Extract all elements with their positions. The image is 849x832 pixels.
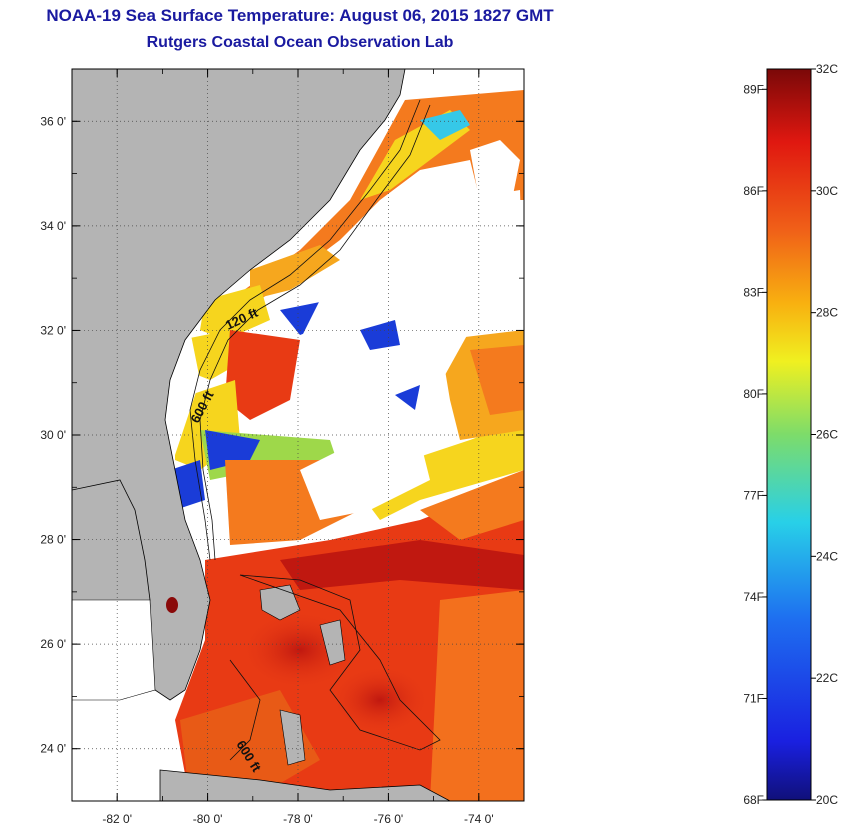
- fahrenheit-tick-label: 80F: [743, 387, 764, 401]
- celsius-tick-label: 24C: [816, 549, 838, 563]
- lat-tick-label: 32 0': [40, 323, 66, 337]
- lat-tick-label: 26 0': [40, 637, 66, 651]
- lon-tick-label: -80 0': [193, 812, 223, 826]
- celsius-tick-label: 30C: [816, 184, 838, 198]
- lat-tick-label: 36 0': [40, 114, 66, 128]
- celsius-tick-label: 28C: [816, 306, 838, 320]
- fahrenheit-tick-label: 83F: [743, 285, 764, 299]
- fahrenheit-tick-label: 86F: [743, 184, 764, 198]
- map-title: NOAA-19 Sea Surface Temperature: August …: [46, 6, 554, 25]
- fahrenheit-tick-label: 68F: [743, 793, 764, 807]
- fahrenheit-tick-label: 71F: [743, 691, 764, 705]
- map-axes: 36 0' 34 0' 32 0' 30 0' 28 0' 26 0' 24 0' -82 0…: [40, 68, 525, 826]
- celsius-tick-label: 20C: [816, 793, 838, 807]
- land: [72, 69, 451, 801]
- lon-tick-label: -74 0': [464, 812, 494, 826]
- celsius-tick-label: 22C: [816, 671, 838, 685]
- colorbar: 32C 30C 28C 26C 24C 22C 20C 89F 86F 83F 80F 77F 74F 7…: [743, 62, 838, 807]
- fahrenheit-tick-label: 89F: [743, 82, 764, 96]
- colorbar-ticks: 32C 30C 28C 26C 24C 22C 20C 89F 86F 83F 80F 77F 74F 7…: [743, 62, 838, 807]
- lon-tick-label: -76 0': [374, 812, 404, 826]
- lat-tick-label: 34 0': [40, 219, 66, 233]
- fahrenheit-tick-label: 77F: [743, 488, 764, 502]
- lon-tick-label: -78 0': [283, 812, 313, 826]
- celsius-tick-label: 32C: [816, 62, 838, 76]
- lat-tick-label: 28 0': [40, 533, 66, 547]
- celsius-tick-label: 26C: [816, 428, 838, 442]
- isobath-contours: [189, 99, 441, 761]
- lat-tick-label: 24 0': [40, 742, 66, 756]
- fahrenheit-tick-label: 74F: [743, 590, 764, 604]
- colorbar-ramp: [766, 68, 812, 801]
- graticule: [72, 69, 524, 801]
- lon-tick-label: -82 0': [102, 812, 132, 826]
- map-subtitle: Rutgers Coastal Ocean Observation Lab: [146, 34, 454, 51]
- lat-tick-label: 30 0': [40, 428, 66, 442]
- map-panel: 120 ft 600 ft 600 ft: [72, 69, 524, 801]
